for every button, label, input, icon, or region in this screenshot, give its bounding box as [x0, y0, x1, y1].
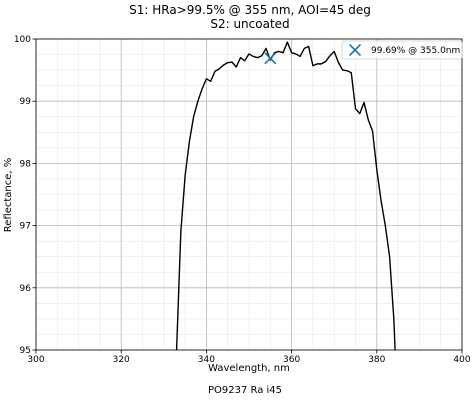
y-tick-label: 98: [20, 159, 32, 169]
y-tick-label: 99: [20, 97, 32, 107]
y-axis-label: Reflectance, %: [3, 158, 14, 233]
data-point-marker-stroke-2: [264, 52, 277, 65]
legend-box: [341, 40, 463, 60]
y-tick-label: 95: [20, 346, 31, 356]
chart-title: S1: HRa>99.5% @ 355 nm, AOI=45 deg S2: u…: [129, 3, 371, 31]
legend: 99.69% @ 355.0nm: [341, 40, 463, 60]
x-axis-label: Wavelength, nm: [208, 363, 290, 374]
x-tick-label: 380: [368, 355, 385, 365]
marker-group: [264, 52, 277, 65]
x-tick-label: 360: [283, 355, 300, 365]
y-tick-label: 96: [20, 284, 32, 294]
legend-marker-x: [348, 43, 362, 57]
footer-label: PO9237 Ra i45: [208, 385, 282, 396]
axis-ticks: 300 320 340 360 380 400 95 96 97 98 99 100: [14, 35, 471, 365]
legend-label: 99.69% @ 355.0nm: [371, 46, 460, 56]
chart-title-line-1: S1: HRa>99.5% @ 355 nm, AOI=45 deg: [129, 3, 371, 17]
minor-grid: [36, 39, 462, 350]
x-tick-label: 340: [198, 355, 215, 365]
legend-marker-x-stroke-2: [348, 43, 362, 57]
y-tick-label: 97: [20, 222, 31, 232]
chart-title-line-2: S2: uncoated: [210, 17, 289, 31]
x-tick-label: 320: [113, 355, 130, 365]
legend-marker-symbol: [348, 43, 362, 57]
series-group: [175, 41, 396, 350]
data-point-marker: [264, 52, 277, 65]
x-tick-label: 300: [27, 355, 44, 365]
series-line-0: [175, 41, 396, 350]
x-tick-label: 400: [453, 355, 470, 365]
y-tick-label: 100: [14, 35, 31, 45]
plot-frame: [35, 38, 463, 351]
